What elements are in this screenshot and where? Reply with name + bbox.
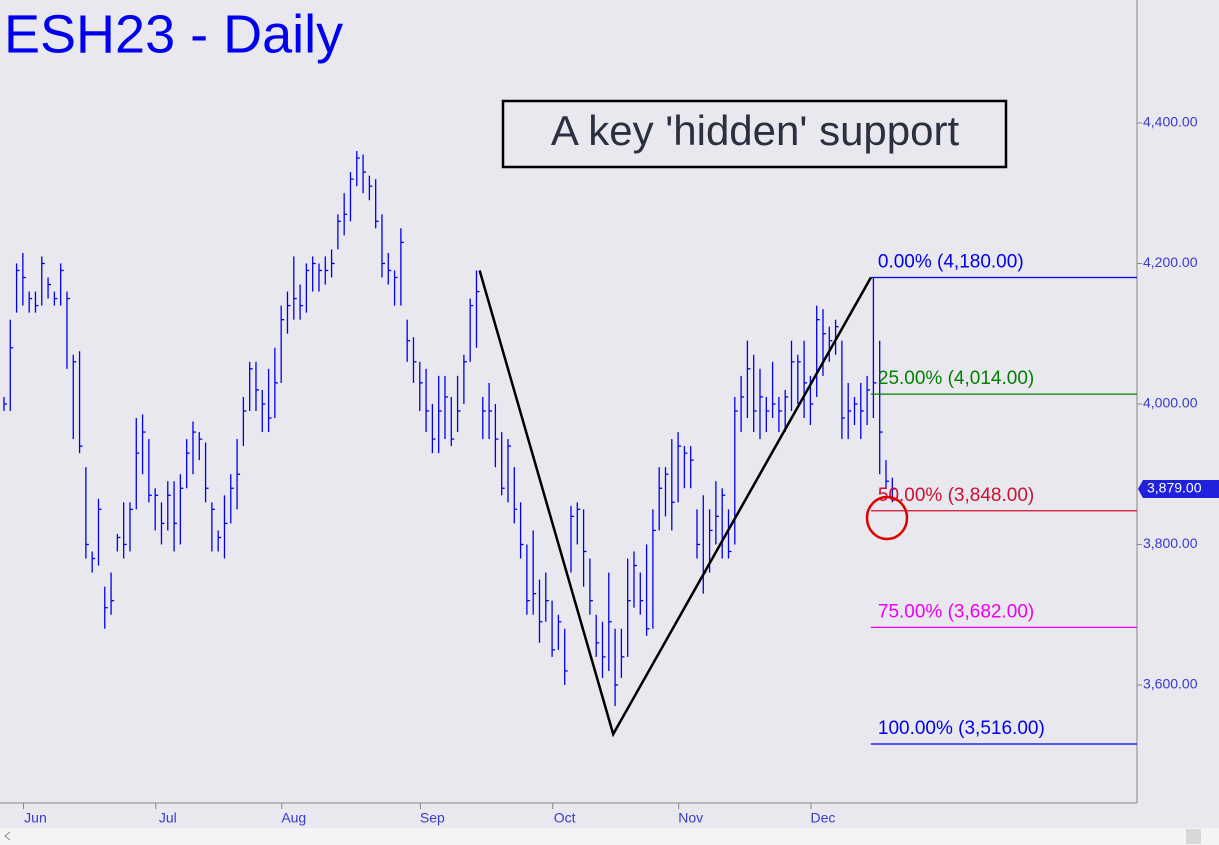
annotation: A key 'hidden' support <box>551 107 960 154</box>
x-tick-label: Jun <box>24 810 47 826</box>
plot: 0.00% (4,180.00) 25.00% (4,014.00) 50.00% … <box>3 151 1137 745</box>
pattern-line <box>478 270 872 738</box>
highlight-circle <box>865 495 909 541</box>
fib-label: 0.00% (4,180.00) <box>878 252 1024 273</box>
scroll-left[interactable] <box>4 831 11 841</box>
y-tick-label: 4,400.00 <box>1143 114 1198 130</box>
fib-label: 50.00% (3,848.00) <box>878 485 1034 506</box>
scrollbar[interactable] <box>0 828 1219 845</box>
y-tick-label: 4,000.00 <box>1143 395 1198 411</box>
fib-label: 25.00% (4,014.00) <box>878 368 1034 389</box>
y-tick-label: 3,600.00 <box>1143 676 1198 692</box>
x-tick-label: Dec <box>811 810 836 826</box>
x-tick-label: Jul <box>159 810 177 826</box>
fib-label: 75.00% (3,682.00) <box>878 601 1034 622</box>
x-tick-label: Nov <box>678 810 703 826</box>
annotation-box <box>501 99 1008 169</box>
y-tick-label: 3,800.00 <box>1143 535 1198 551</box>
scroll-thumb[interactable] <box>1186 829 1201 844</box>
x-tick-label: Aug <box>281 810 306 826</box>
x-tick-label: Sep <box>420 810 445 826</box>
last-price-label: 3,879.00 <box>1147 480 1202 496</box>
chart-title: ESH23 - Daily <box>4 4 343 64</box>
last-price-box <box>1138 479 1219 498</box>
y-tick-label: 4,200.00 <box>1143 254 1198 270</box>
fib-label: 100.00% (3,516.00) <box>878 718 1045 739</box>
x-tick-label: Oct <box>554 810 576 826</box>
